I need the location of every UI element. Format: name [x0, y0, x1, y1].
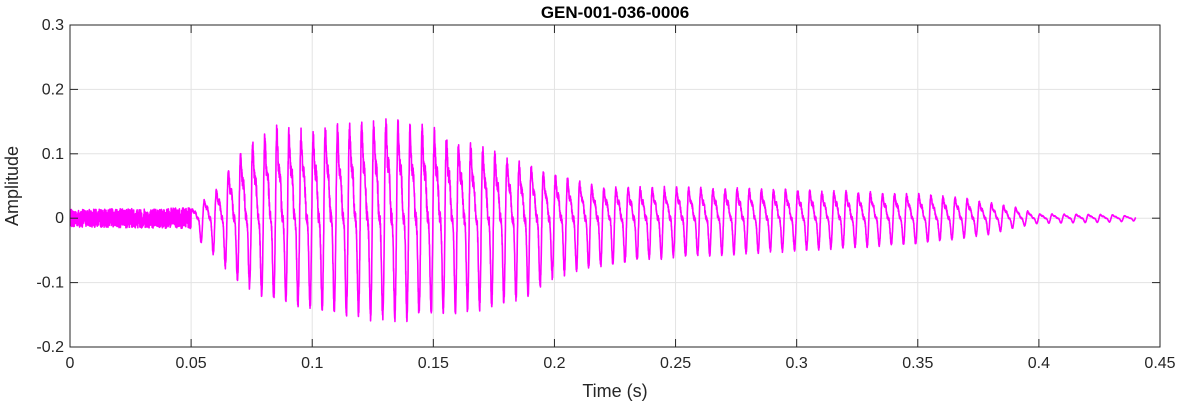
- y-tick-label: -0.2: [36, 339, 64, 356]
- y-tick-label: -0.1: [36, 275, 64, 292]
- chart-title: GEN-001-036-0006: [541, 3, 689, 22]
- x-tick-label: 0.45: [1144, 355, 1175, 372]
- ticks: 0 0.05 0.1 0.15 0.2 0.25 0.3 0.35 0.4 0.45 -0.2 -0.…: [36, 17, 1175, 372]
- x-tick-label: 0.4: [1028, 355, 1050, 372]
- x-tick-label: 0.25: [660, 355, 691, 372]
- waveform-series-line: [70, 118, 1137, 323]
- y-tick-label: 0.2: [42, 81, 64, 98]
- x-axis-label: Time (s): [582, 381, 647, 401]
- x-tick-label: 0: [66, 355, 75, 372]
- y-axis-label: Amplitude: [2, 146, 22, 226]
- x-tick-label: 0.3: [786, 355, 808, 372]
- y-tick-label: 0.3: [42, 17, 64, 34]
- series-layer: [70, 118, 1137, 323]
- x-tick-label: 0.35: [902, 355, 933, 372]
- x-tick-label: 0.1: [301, 355, 323, 372]
- x-tick-label: 0.15: [418, 355, 449, 372]
- x-tick-label: 0.05: [176, 355, 207, 372]
- y-tick-label: 0: [55, 210, 64, 227]
- axes-box: [69, 24, 1161, 348]
- y-tick-label: 0.1: [42, 146, 64, 163]
- plot-area: [70, 25, 1160, 347]
- x-tick-label: 0.2: [543, 355, 565, 372]
